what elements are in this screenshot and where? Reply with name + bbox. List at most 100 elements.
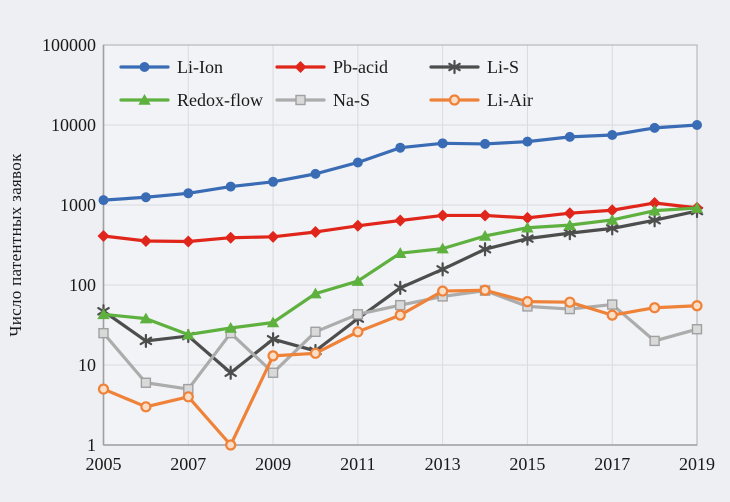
li-air-point-2013 — [437, 285, 449, 297]
series-pb-acid — [97, 196, 703, 248]
plot-area — [103, 45, 697, 445]
pb-acid-point-2017 — [606, 204, 619, 217]
legend-marker-pb-acid — [294, 61, 307, 73]
legend-item-pb-acid: Pb-acid — [275, 57, 388, 77]
pb-acid-point-2012 — [394, 214, 407, 227]
y-tick-label: 100000 — [42, 35, 96, 55]
li-s-point-2008 — [224, 365, 237, 380]
li-s-point-2013 — [436, 262, 449, 277]
x-tick-label: 2011 — [340, 454, 375, 474]
legend-item-li-ion: Li-Ion — [119, 57, 223, 77]
na-s-point-2019 — [691, 324, 703, 335]
legend-label-na-s: Na-S — [333, 90, 370, 110]
pb-acid-point-2014 — [479, 209, 492, 222]
redox-flow-point-2007 — [182, 328, 195, 340]
li-air-point-2014 — [479, 284, 491, 296]
y-tick-label: 100 — [69, 275, 96, 295]
li-air-point-2009 — [267, 350, 279, 362]
pb-acid-point-2018 — [648, 196, 661, 209]
li-air-point-2015 — [521, 296, 534, 308]
legend-marker-li-s — [448, 59, 461, 75]
legend-marker-redox-flow — [138, 94, 151, 105]
li-air-point-2012 — [394, 309, 406, 321]
y-tick-label: 10000 — [51, 115, 96, 135]
li-ion-point-2015 — [522, 136, 533, 147]
na-s-point-2009 — [267, 367, 279, 378]
y-tick-label: 1000 — [60, 195, 96, 215]
redox-flow-point-2019 — [690, 202, 704, 213]
legend-label-li-ion: Li-Ion — [177, 57, 223, 77]
redox-flow-point-2012 — [394, 247, 407, 258]
li-ion-point-2009 — [268, 176, 279, 187]
legend-label-pb-acid: Pb-acid — [333, 57, 388, 77]
li-ion-point-2017 — [607, 129, 618, 140]
pb-acid-point-2011 — [351, 219, 364, 232]
li-air-point-2011 — [352, 326, 364, 338]
li-ion-point-2012 — [395, 142, 406, 153]
redox-flow-point-2009 — [266, 316, 280, 328]
li-air-point-2019 — [691, 300, 703, 312]
li-s-point-2015 — [521, 231, 534, 246]
legend-label-li-s: Li-S — [487, 57, 519, 77]
series-li-air — [97, 284, 703, 451]
li-air-point-2018 — [649, 302, 661, 314]
na-s-point-2005 — [98, 327, 109, 339]
na-s-point-2018 — [649, 335, 660, 347]
redox-flow-point-2014 — [478, 229, 492, 241]
li-ion-point-2005 — [98, 195, 109, 206]
y-tick-label: 1 — [87, 435, 96, 455]
li-air-point-2008 — [225, 439, 237, 451]
na-s-point-2012 — [395, 299, 406, 311]
redox-flow-point-2015 — [521, 221, 534, 233]
pb-acid-point-2006 — [139, 234, 152, 247]
li-s-point-2018 — [648, 213, 661, 228]
legend-item-li-air: Li-Air — [429, 90, 533, 110]
legend-label-li-air: Li-Air — [487, 90, 533, 110]
li-ion-point-2014 — [480, 138, 491, 149]
redox-flow-point-2016 — [563, 219, 577, 230]
redox-flow-point-2017 — [606, 213, 619, 225]
li-ion-point-2019 — [692, 120, 702, 130]
y-tick-label: 10 — [78, 355, 96, 375]
pb-acid-point-2010 — [309, 225, 322, 238]
redox-flow-point-2006 — [139, 312, 153, 324]
x-tick-label: 2007 — [170, 454, 206, 474]
legend-item-li-s: Li-S — [429, 57, 519, 77]
legend-marker-na-s — [295, 94, 306, 106]
redox-flow-point-2013 — [436, 242, 449, 254]
redox-flow-point-2018 — [648, 204, 661, 216]
legend-marker-li-air — [448, 94, 461, 106]
li-ion-point-2011 — [352, 157, 363, 168]
li-air-point-2006 — [140, 401, 152, 413]
li-s-point-2012 — [393, 280, 407, 295]
x-tick-label: 2013 — [425, 454, 461, 474]
series-redox-flow — [97, 202, 704, 340]
x-tick-label: 2009 — [255, 454, 291, 474]
li-air-point-2017 — [606, 309, 618, 321]
na-s-point-2017 — [607, 299, 618, 310]
pb-acid-point-2009 — [267, 230, 280, 243]
pb-acid-point-2005 — [97, 229, 110, 242]
redox-flow-point-2010 — [309, 287, 322, 299]
li-air-point-2005 — [97, 383, 110, 395]
na-s-point-2006 — [140, 377, 152, 388]
pb-acid-point-2015 — [521, 211, 534, 224]
legend-label-redox-flow: Redox-flow — [177, 90, 263, 110]
li-ion-point-2013 — [437, 138, 448, 149]
y-axis-labels: 1 10 100 1000 10000 100000 — [42, 35, 96, 455]
li-ion-point-2010 — [310, 168, 321, 179]
li-ion-point-2006 — [140, 192, 151, 203]
li-s-point-2006 — [139, 333, 153, 349]
li-ion-point-2018 — [649, 122, 660, 133]
x-tick-label: 2017 — [594, 454, 630, 474]
x-tick-label: 2015 — [509, 454, 545, 474]
li-s-point-2014 — [478, 242, 492, 257]
pb-acid-point-2008 — [224, 231, 237, 244]
redox-flow-point-2005 — [97, 308, 110, 320]
pb-acid-point-2007 — [182, 235, 195, 248]
pb-acid-point-2013 — [436, 209, 449, 222]
redox-flow-point-2008 — [224, 322, 237, 333]
na-s-point-2011 — [352, 309, 364, 320]
